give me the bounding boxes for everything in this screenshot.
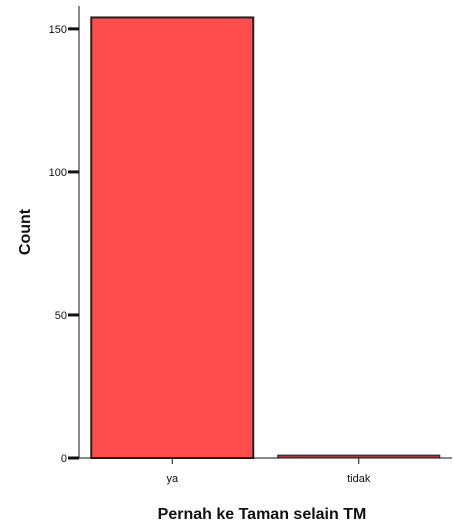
bar-ya: [90, 16, 255, 460]
x-axis: ya tidak: [79, 457, 452, 485]
x-axis-title: Pernah ke Taman selain TM: [158, 506, 367, 523]
x-tick-label-ya: ya: [166, 473, 179, 485]
y-tick-label: 150: [49, 24, 67, 36]
x-tick-label-tidak: tidak: [347, 473, 371, 485]
y-tick-label: 50: [55, 310, 67, 322]
y-tick-label: 100: [49, 167, 67, 179]
y-tick-label: 0: [61, 453, 67, 465]
y-axis-title: Count: [17, 208, 34, 255]
y-axis: 0 50 100 150: [49, 6, 80, 465]
plot-area: [90, 16, 441, 460]
